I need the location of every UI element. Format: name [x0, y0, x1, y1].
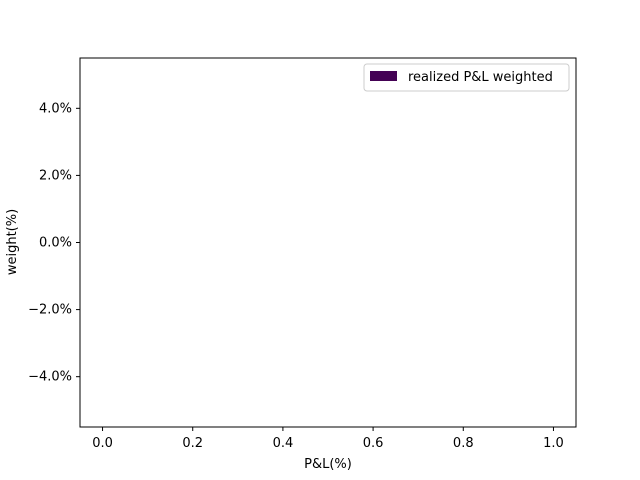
y-tick-label: −4.0% — [28, 370, 72, 385]
plot-frame — [79, 57, 577, 428]
legend-frame — [363, 63, 570, 92]
y-axis-label: weight(%) — [5, 209, 20, 275]
plot-area — [80, 58, 576, 427]
y-axis-ticks: −4.0% −2.0% 0.0% 2.0% 4.0% — [28, 101, 80, 385]
legend-label: realized P&L weighted — [408, 70, 553, 85]
x-tick-label: 0.2 — [182, 436, 203, 451]
x-tick-label: 0.0 — [92, 436, 113, 451]
y-tick-label: 2.0% — [39, 168, 72, 183]
x-tick-label: 0.4 — [273, 436, 294, 451]
legend-swatch — [370, 71, 397, 81]
x-tick-label: 1.0 — [543, 436, 564, 451]
x-tick-label: 0.8 — [453, 436, 474, 451]
y-tick-label: 4.0% — [39, 101, 72, 116]
x-tick-label: 0.6 — [363, 436, 384, 451]
legend: realized P&L weighted — [363, 63, 570, 92]
y-tick-label: 0.0% — [39, 236, 72, 251]
x-axis-label: P&L(%) — [304, 457, 352, 472]
y-tick-label: −2.0% — [28, 303, 72, 318]
x-axis-ticks: 0.0 0.2 0.4 0.6 0.8 1.0 — [92, 427, 564, 451]
plot-background — [80, 58, 576, 427]
